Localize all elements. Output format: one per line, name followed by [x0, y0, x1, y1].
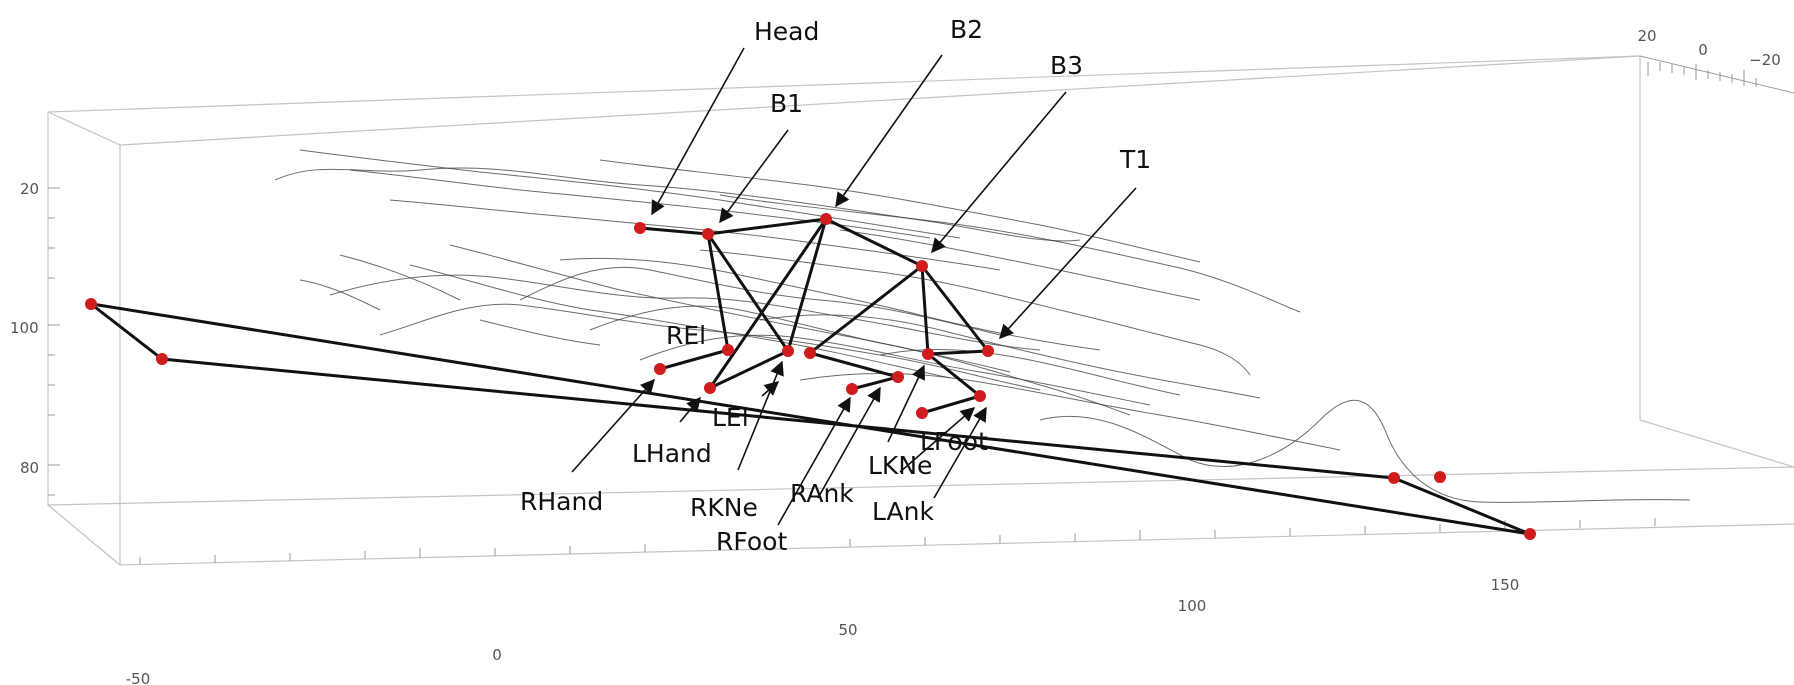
marker-left-edge-2 [156, 353, 168, 365]
marker-right-edge [1388, 472, 1400, 484]
arrow-rfoot [777, 396, 851, 526]
label-rank: RAnk [790, 479, 854, 508]
arrow-rkne [737, 360, 784, 471]
label-rfoot: RFoot [716, 527, 787, 556]
label-b1: B1 [770, 89, 803, 118]
y-axis-ticks [1639, 55, 1794, 94]
x-tick-label: -50 [126, 670, 151, 685]
link-lel-rkne [708, 349, 790, 390]
arrow-lank [933, 406, 987, 499]
callout-arrows [571, 47, 1137, 526]
link-b2-rkne [786, 217, 828, 353]
z-tick-label: 80 [20, 459, 39, 477]
marker-rfoot [892, 371, 904, 383]
arrow-b3 [931, 91, 1067, 254]
link-b1-b2 [706, 217, 828, 236]
arrow-b2 [835, 54, 943, 208]
arrow-rank [817, 386, 881, 499]
link-rfoot-rankle [850, 375, 900, 391]
arrow-rhand [571, 378, 655, 473]
skeleton-lines [89, 217, 1531, 536]
marker-rankle [846, 383, 858, 395]
callout-labels: Head B1 B2 B3 T1 REl LEl RHand LHand RKN… [520, 15, 1151, 556]
label-b2: B2 [950, 15, 983, 44]
x-axis-ticks [139, 518, 1656, 565]
z-axis-ticks [48, 187, 60, 496]
link-head-b1 [638, 226, 710, 236]
marker-lel [704, 382, 716, 394]
label-t1: T1 [1119, 145, 1151, 174]
label-lfoot: LFoot [920, 427, 988, 456]
x-tick-label: 50 [838, 621, 857, 639]
link-lkne-t1 [926, 349, 990, 356]
x-tick-label: 150 [1491, 576, 1520, 594]
marker-rank [804, 347, 816, 359]
marker-t1 [982, 345, 994, 357]
link-b2-b3 [824, 217, 924, 268]
z-tick-label: 20 [20, 180, 39, 198]
marker-head [634, 222, 646, 234]
z-tick-label: 100 [10, 319, 39, 337]
label-lkne: LKNe [868, 451, 932, 480]
marker-b2 [820, 213, 832, 225]
link-b3-t1 [920, 264, 990, 353]
marker-left-edge [85, 298, 97, 310]
link-b3-lkne [920, 264, 930, 356]
marker-b1 [702, 228, 714, 240]
arrow-t1 [999, 187, 1137, 340]
marker-rel [722, 344, 734, 356]
y-tick-label: 0 [1698, 41, 1708, 59]
link-lkne-lank [926, 352, 982, 398]
link-rank-rfoot [808, 351, 900, 379]
marker-right-corner [1524, 528, 1536, 540]
motion-trajectories [274, 149, 1691, 503]
marker-lfoot [916, 407, 928, 419]
arrow-lel [761, 381, 780, 397]
joint-markers [85, 213, 1536, 540]
label-lank: LAnk [872, 497, 934, 526]
marker-right-edge-2 [1434, 471, 1446, 483]
link-b1-rel [706, 232, 730, 352]
arrow-lfoot [899, 407, 976, 473]
label-head: Head [754, 17, 819, 46]
link-lank-lfoot [920, 394, 982, 415]
marker-rkne [782, 345, 794, 357]
arrow-lhand [679, 396, 701, 423]
plot-box [47, 55, 1794, 566]
link-b3-rank [808, 264, 924, 355]
label-rel: REl [666, 321, 706, 350]
arrow-lkne [887, 364, 925, 443]
marker-b3 [916, 260, 928, 272]
label-rhand: RHand [520, 487, 603, 516]
arrow-head [651, 47, 745, 216]
label-rkne: RKNe [690, 493, 758, 522]
x-tick-label: 100 [1178, 597, 1207, 615]
y-tick-label: 20 [1637, 27, 1656, 45]
link-b2-lel [708, 217, 828, 390]
marker-lank [974, 390, 986, 402]
marker-rhand [654, 363, 666, 375]
link-b1-rkne [706, 232, 790, 353]
x-tick-label: 0 [492, 646, 502, 664]
label-b3: B3 [1050, 51, 1083, 80]
y-tick-label: −20 [1749, 51, 1781, 69]
marker-lkne [922, 348, 934, 360]
link-rhand-rel [658, 348, 730, 371]
arrow-b1 [719, 129, 789, 224]
label-lhand: LHand [632, 439, 712, 468]
label-lel: LEl [712, 403, 749, 432]
